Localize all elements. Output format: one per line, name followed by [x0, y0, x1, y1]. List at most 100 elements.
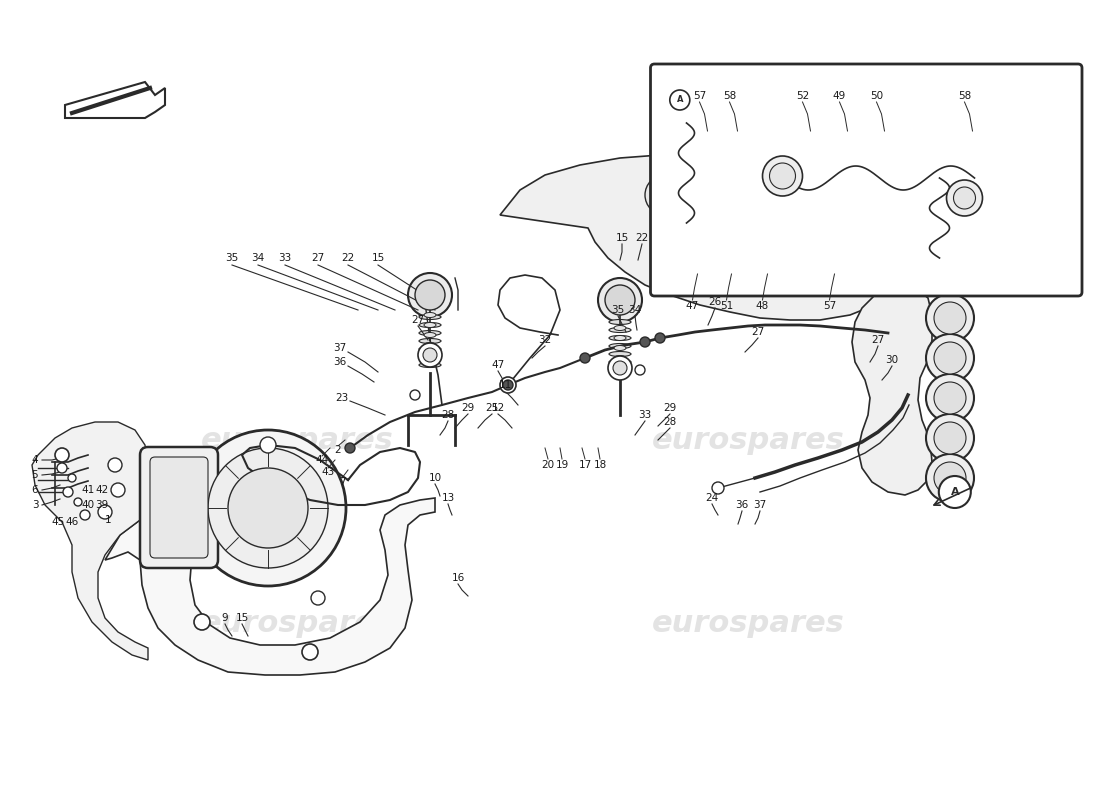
Text: 57: 57	[823, 301, 836, 311]
Text: 5: 5	[32, 470, 39, 480]
Text: 47: 47	[686, 301, 700, 311]
Circle shape	[785, 175, 825, 215]
Text: 1: 1	[104, 515, 111, 525]
FancyBboxPatch shape	[140, 447, 218, 568]
Ellipse shape	[419, 354, 441, 359]
Text: 51: 51	[719, 301, 733, 311]
Text: 49: 49	[833, 91, 846, 101]
Text: 48: 48	[756, 301, 769, 311]
Ellipse shape	[419, 314, 441, 319]
Circle shape	[228, 468, 308, 548]
Text: 37: 37	[754, 500, 767, 510]
Text: 22: 22	[636, 233, 649, 243]
Circle shape	[938, 476, 971, 508]
Text: 35: 35	[226, 253, 239, 263]
Text: 52: 52	[796, 91, 810, 101]
Circle shape	[946, 180, 982, 216]
Text: 34: 34	[252, 253, 265, 263]
Circle shape	[580, 353, 590, 363]
Text: A: A	[950, 487, 959, 497]
Circle shape	[503, 380, 513, 390]
Circle shape	[418, 343, 442, 367]
Ellipse shape	[609, 335, 631, 341]
Circle shape	[640, 337, 650, 347]
Circle shape	[208, 448, 328, 568]
Text: eurospares: eurospares	[200, 610, 394, 638]
Polygon shape	[32, 422, 148, 660]
Text: 23: 23	[336, 393, 349, 403]
Text: 6: 6	[32, 485, 39, 495]
Text: 47: 47	[492, 360, 505, 370]
Circle shape	[345, 443, 355, 453]
Text: 37: 37	[333, 343, 346, 353]
Circle shape	[68, 474, 76, 482]
Circle shape	[410, 390, 420, 400]
Text: 19: 19	[556, 460, 569, 470]
Text: 13: 13	[441, 493, 454, 503]
Text: 35: 35	[612, 305, 625, 315]
Circle shape	[680, 175, 720, 215]
Circle shape	[934, 382, 966, 414]
Text: 24: 24	[705, 493, 718, 503]
Ellipse shape	[614, 355, 626, 361]
Text: 43: 43	[321, 467, 334, 477]
Text: 27: 27	[871, 335, 884, 345]
Circle shape	[55, 448, 69, 462]
Circle shape	[415, 280, 446, 310]
Text: 30: 30	[886, 355, 899, 365]
FancyBboxPatch shape	[650, 64, 1082, 296]
Circle shape	[926, 414, 974, 462]
Text: 4: 4	[32, 455, 39, 465]
Circle shape	[605, 285, 635, 315]
Circle shape	[645, 175, 685, 215]
FancyBboxPatch shape	[150, 457, 208, 558]
Text: 44: 44	[316, 455, 329, 465]
Circle shape	[926, 454, 974, 502]
Ellipse shape	[609, 319, 631, 325]
Ellipse shape	[419, 362, 441, 367]
Text: 40: 40	[81, 500, 95, 510]
Polygon shape	[852, 288, 932, 495]
Text: 33: 33	[638, 410, 651, 420]
Text: 10: 10	[428, 473, 441, 483]
Text: 28: 28	[663, 417, 676, 427]
Circle shape	[926, 374, 974, 422]
Circle shape	[934, 422, 966, 454]
Circle shape	[715, 175, 755, 215]
Text: 26: 26	[708, 297, 722, 307]
Polygon shape	[65, 82, 165, 118]
Text: 27: 27	[751, 327, 764, 337]
Circle shape	[926, 334, 974, 382]
Ellipse shape	[419, 338, 441, 343]
Circle shape	[934, 342, 966, 374]
Text: 16: 16	[451, 573, 464, 583]
Text: A: A	[676, 95, 683, 105]
Text: 34: 34	[628, 305, 641, 315]
Text: 15: 15	[615, 233, 628, 243]
Circle shape	[190, 430, 346, 586]
Text: 57: 57	[693, 91, 706, 101]
Text: 12: 12	[492, 403, 505, 413]
Circle shape	[750, 175, 790, 215]
Circle shape	[613, 361, 627, 375]
Ellipse shape	[609, 327, 631, 333]
Ellipse shape	[424, 333, 436, 338]
Text: eurospares: eurospares	[651, 426, 845, 454]
Circle shape	[302, 644, 318, 660]
Text: 28: 28	[441, 410, 454, 420]
Text: 41: 41	[81, 485, 95, 495]
Circle shape	[311, 591, 324, 605]
Text: 27: 27	[411, 315, 425, 325]
Circle shape	[934, 302, 966, 334]
Text: 29: 29	[663, 403, 676, 413]
Ellipse shape	[419, 322, 441, 327]
Text: 45: 45	[52, 517, 65, 527]
Circle shape	[934, 462, 966, 494]
Ellipse shape	[424, 313, 436, 318]
Circle shape	[820, 175, 860, 215]
Circle shape	[500, 377, 516, 393]
Circle shape	[57, 463, 67, 473]
Text: 27: 27	[311, 253, 324, 263]
Ellipse shape	[609, 343, 631, 349]
Text: 2: 2	[334, 445, 341, 455]
